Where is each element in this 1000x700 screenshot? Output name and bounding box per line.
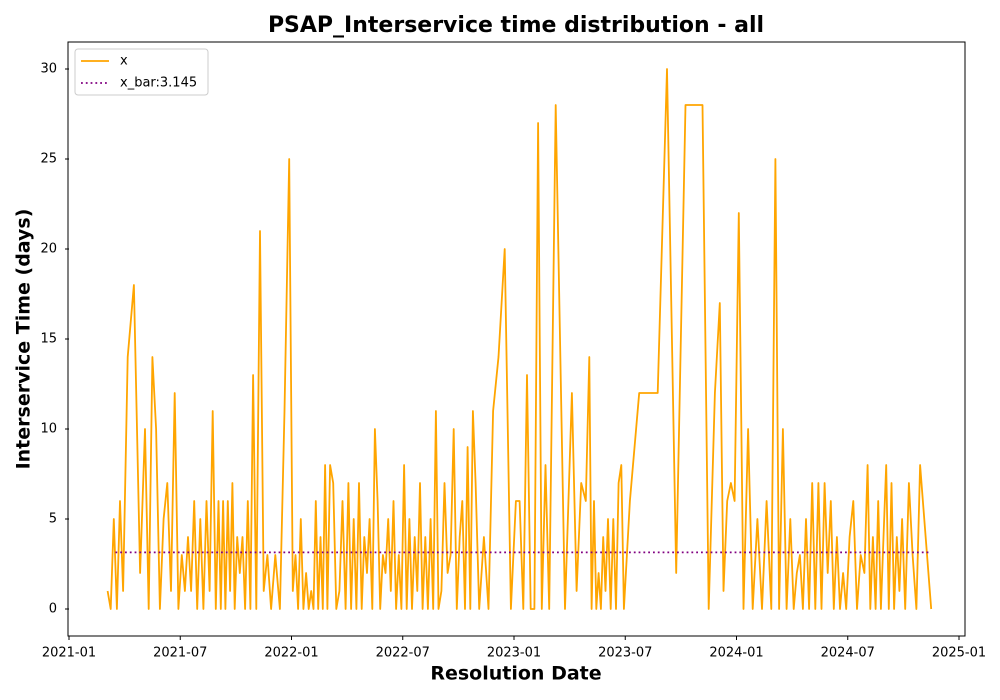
y-tick-label: 15 bbox=[40, 332, 57, 347]
y-tick-label: 0 bbox=[49, 602, 57, 617]
x-tick-label: 2023-07 bbox=[598, 646, 652, 661]
plot-frame bbox=[67, 41, 966, 637]
y-tick-label: 30 bbox=[40, 62, 57, 77]
y-tick-label: 25 bbox=[40, 152, 57, 167]
y-tick-label: 10 bbox=[40, 422, 57, 437]
x-axis-label: Resolution Date bbox=[430, 663, 601, 685]
x-tick-label: 2023-01 bbox=[487, 646, 541, 661]
x-tick-label: 2024-01 bbox=[709, 646, 763, 661]
legend-label: x_bar:3.145 bbox=[120, 76, 197, 91]
x-tick-label: 2021-07 bbox=[153, 646, 207, 661]
x-tick-label: 2021-01 bbox=[42, 646, 96, 661]
chart-title: PSAP_Interservice time distribution - al… bbox=[268, 13, 764, 38]
legend-label: x bbox=[120, 54, 128, 69]
y-tick-label: 20 bbox=[40, 242, 57, 257]
x-tick-label: 2022-01 bbox=[264, 646, 318, 661]
y-tick-label: 5 bbox=[49, 512, 57, 527]
x-tick-label: 2022-07 bbox=[376, 646, 430, 661]
y-axis-label: Interservice Time (days) bbox=[13, 209, 35, 470]
x-tick-label: 2024-07 bbox=[821, 646, 875, 661]
series-line bbox=[106, 68, 933, 610]
x-tick-label: 2025-01 bbox=[932, 646, 986, 661]
